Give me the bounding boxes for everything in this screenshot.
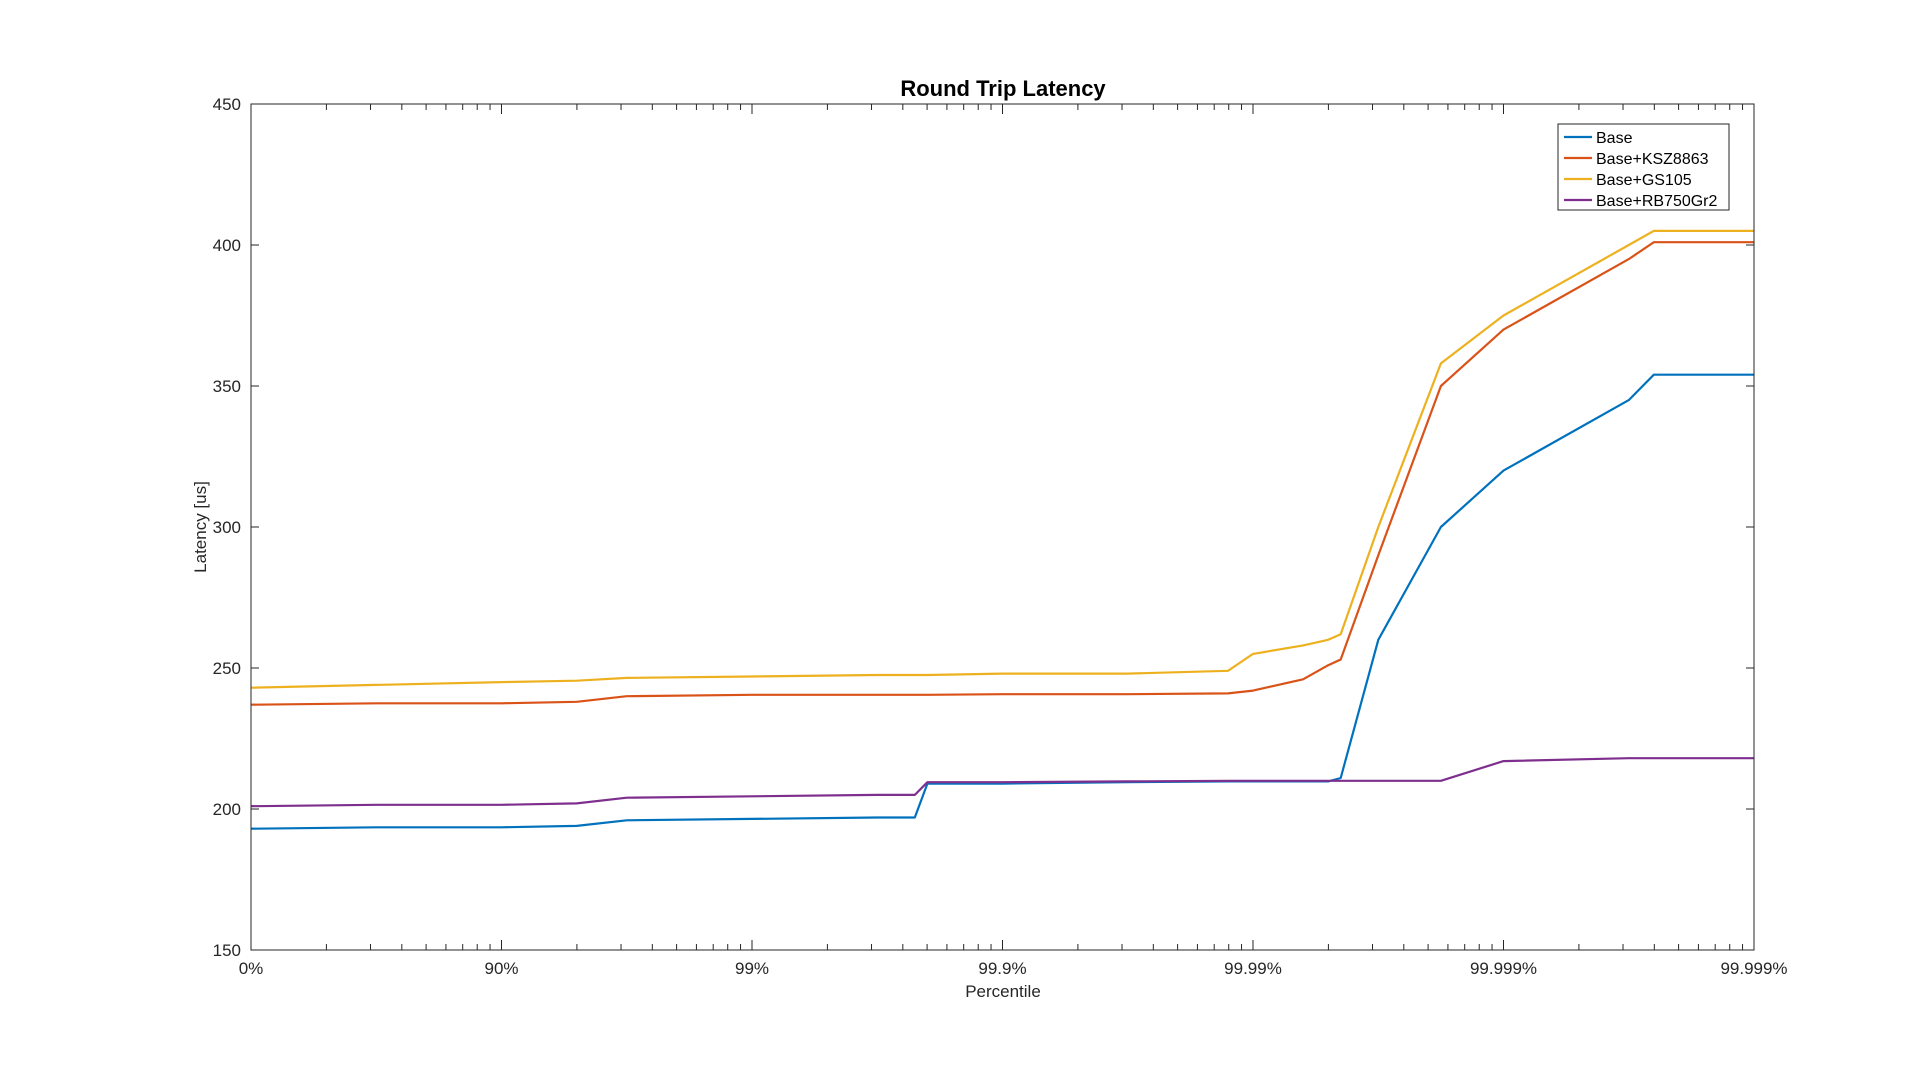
legend-label-1: Base+KSZ8863 [1596,151,1709,168]
x-tick-label-6: 99.999% [1720,959,1787,978]
x-axis-label: Percentile [965,982,1041,1001]
legend-label-3: Base+RB750Gr2 [1596,193,1718,210]
x-tick-label-1: 90% [484,959,518,978]
legend-box [1557,123,1730,211]
series-line-2 [250,229,1754,689]
x-tick-label-0: 0% [239,959,264,978]
y-tick-label-2: 250 [213,659,241,678]
series-line-1 [250,241,1754,706]
legend-label-0: Base [1596,130,1633,147]
x-tick-label-5: 99.999% [1470,959,1537,978]
y-tick-label-6: 450 [213,95,241,114]
y-tick-labels: 150 200 250 300 350 400 450 [213,95,241,960]
series-layer [250,229,1754,830]
tick-layer [250,103,1754,951]
legend-label-2: Base+GS105 [1596,172,1692,189]
legend: Base Base+KSZ8863 Base+GS105 Base+RB750Gr2 [1557,123,1730,211]
y-tick-label-5: 400 [213,236,241,255]
y-tick-label-4: 350 [213,377,241,396]
y-tick-label-0: 150 [213,941,241,960]
y-tick-label-1: 200 [213,800,241,819]
y-axis-label: Latency [us] [191,481,210,573]
chart-title: Round Trip Latency [900,76,1106,101]
x-tick-label-3: 99.9% [978,959,1026,978]
x-tick-label-2: 99% [735,959,769,978]
x-tick-label-4: 99.99% [1224,959,1282,978]
y-tick-label-3: 300 [213,518,241,537]
x-tick-labels: 0% 90% 99% 99.9% 99.99% 99.999% 99.999% [239,959,1788,978]
series-line-3 [250,757,1754,808]
plot-area [251,104,1754,950]
